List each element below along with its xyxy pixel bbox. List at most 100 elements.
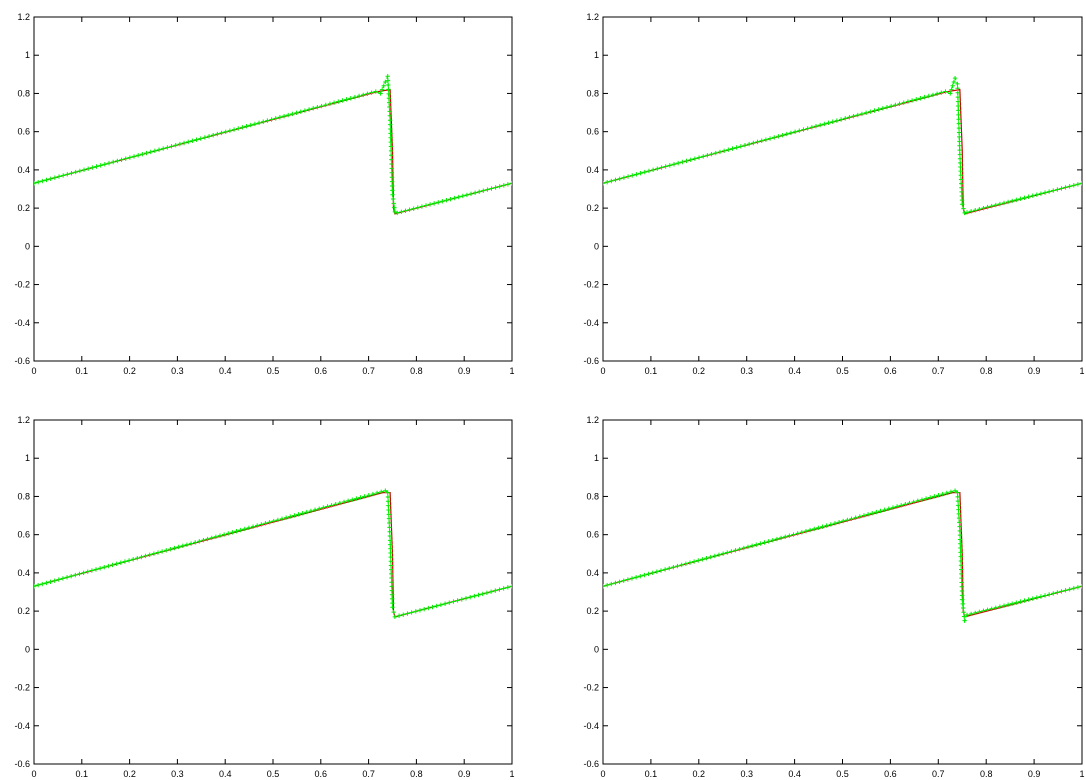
x-tick-label: 0 [31,366,36,376]
series-exact-line [34,492,512,618]
chart-panel-top-left: 0 0.1 0.2 0.3 0.4 0.5 0.6 0.7 0.8 0.9 1 -0.6 -0.4 -0.… [14,12,514,376]
y-tick-label: -0.2 [583,280,599,290]
x-tick-label: 1 [509,769,514,779]
y-tick-label: -0.2 [14,683,30,693]
chart-panel-bottom-left: 0 0.1 0.2 0.3 0.4 0.5 0.6 0.7 0.8 0.9 1 -0.6 -0.4 -0.… [14,415,514,779]
x-tick-label: 0.5 [267,366,280,376]
y-tick-label: 1 [594,453,599,463]
y-tick-label: -0.4 [14,721,30,731]
x-tick-label: 1 [509,366,514,376]
y-tick-label: 1.2 [17,12,30,22]
y-tick-label: 0 [25,241,30,251]
y-tick-label: 0.8 [586,491,599,501]
x-tick-label: 0.2 [693,769,706,779]
x-tick-label: 0.7 [362,366,375,376]
series-numerical-markers [603,75,1082,216]
series-numerical-markers [34,488,512,620]
y-tick-label: 0.8 [17,491,30,501]
x-tick-label: 0 [600,769,605,779]
plot-frame [33,419,513,765]
x-tick-label: 0.3 [740,366,753,376]
y-tick-label: 0 [594,241,599,251]
series-numerical-line [603,76,1082,214]
y-tick-label: 0.6 [586,127,599,137]
series-exact-line [34,88,512,215]
x-tick-label: 0.4 [788,769,801,779]
y-tick-label: 1 [594,50,599,60]
series-numerical-markers [34,74,512,216]
y-tick-label: 0 [594,644,599,654]
x-tick-label: 0.3 [171,366,184,376]
y-tick-label: -0.4 [14,318,30,328]
x-tick-label: 0.9 [458,769,471,779]
y-tick-label: 1.2 [586,415,599,425]
y-tick-label: 0.4 [17,165,30,175]
x-tick-label: 0.5 [267,769,280,779]
y-tick-label: 0.6 [17,127,30,137]
x-tick-label: 0 [31,769,36,779]
y-tick-label: 0.2 [17,606,30,616]
y-tick-label: 0.4 [17,568,30,578]
x-tick-label: 0.5 [836,769,849,779]
x-tick-label: 0.1 [76,366,89,376]
x-tick-label: 0.7 [932,366,945,376]
x-tick-label: 0.6 [315,769,328,779]
y-tick-label: 1 [25,453,30,463]
y-tick-label: -0.6 [583,356,599,366]
x-tick-label: 0.1 [645,769,658,779]
plot-frame [33,16,513,362]
y-tick-label: 0.4 [586,568,599,578]
x-tick-label: 0.1 [645,366,658,376]
x-tick-label: 0.1 [76,769,89,779]
x-tick-label: 0.5 [836,366,849,376]
y-tick-label: 0.8 [17,88,30,98]
y-tick-label: -0.4 [583,721,599,731]
x-tick-label: 0.8 [980,366,993,376]
x-tick-label: 0.9 [1028,769,1041,779]
y-tick-label: 1.2 [17,415,30,425]
y-tick-label: -0.6 [14,356,30,366]
y-tick-label: 0.4 [586,165,599,175]
plot-frame [602,16,1083,362]
x-tick-label: 0.7 [362,769,375,779]
chart-panel-top-right: 0 0.1 0.2 0.3 0.4 0.5 0.6 0.7 0.8 0.9 1 -0.6 -0.4 -0.… [583,12,1084,376]
y-tick-label: -0.6 [583,759,599,769]
series-exact-line [603,492,1082,618]
y-tick-label: -0.6 [14,759,30,769]
series-numerical-line [34,490,512,618]
x-tick-label: 0.4 [219,769,232,779]
x-tick-label: 0.7 [932,769,945,779]
x-tick-label: 0.9 [458,366,471,376]
x-tick-label: 0.9 [1028,366,1041,376]
y-tick-label: 1.2 [586,12,599,22]
x-tick-label: 1 [1079,366,1084,376]
x-tick-label: 0.8 [410,769,423,779]
y-tick-label: 0.2 [586,203,599,213]
x-tick-label: 0.4 [219,366,232,376]
series-numerical-line [603,490,1082,624]
x-tick-label: 1 [1079,769,1084,779]
x-tick-label: 0 [600,366,605,376]
x-tick-label: 0.3 [740,769,753,779]
plot-frame [602,419,1083,765]
y-tick-label: 0.2 [586,606,599,616]
x-tick-label: 0.8 [980,769,993,779]
y-tick-label: -0.2 [14,280,30,290]
series-numerical-markers [603,488,1082,623]
x-tick-label: 0.6 [884,769,897,779]
y-tick-label: 1 [25,50,30,60]
y-tick-label: -0.4 [583,318,599,328]
y-tick-label: -0.2 [583,683,599,693]
y-tick-label: 0.2 [17,203,30,213]
y-tick-label: 0.6 [586,530,599,540]
x-tick-label: 0.2 [123,769,136,779]
series-numerical-line [34,76,512,214]
x-tick-label: 0.6 [884,366,897,376]
y-tick-label: 0 [25,644,30,654]
x-tick-label: 0.6 [315,366,328,376]
x-tick-label: 0.8 [410,366,423,376]
y-tick-label: 0.6 [17,530,30,540]
x-tick-label: 0.2 [693,366,706,376]
x-tick-label: 0.3 [171,769,184,779]
